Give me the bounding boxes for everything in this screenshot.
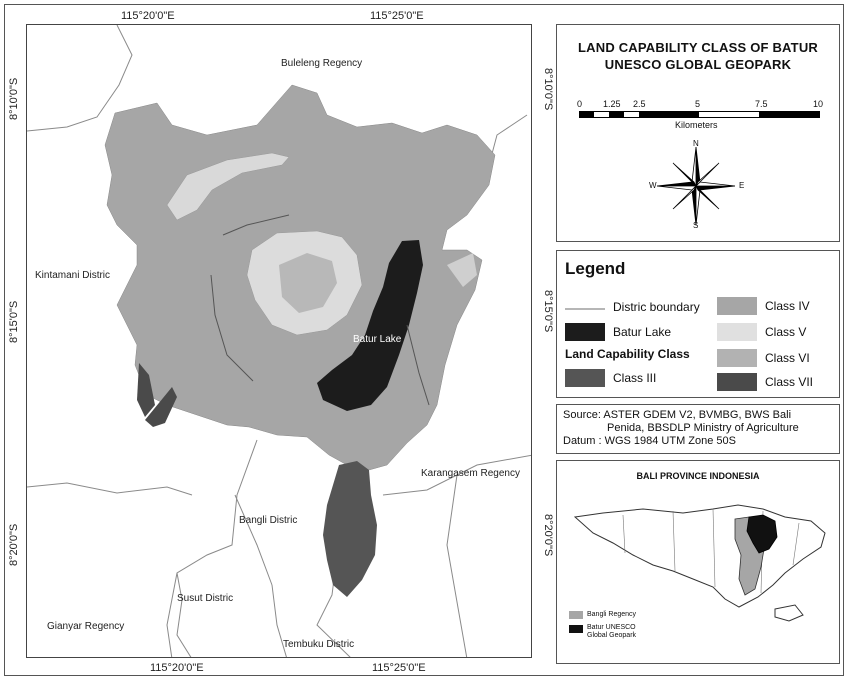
coord-left-upper: 8°10'0"S [8, 77, 20, 120]
class-iii-area [323, 461, 377, 597]
compass-rose-icon [656, 146, 736, 226]
crater-rim [406, 324, 430, 406]
inset-geopark-swatch [569, 625, 583, 633]
source-panel: Source: ASTER GDEM V2, BVMBG, BWS Bali P… [556, 404, 840, 454]
inset-legend-geopark-2: Global Geopark [587, 632, 637, 639]
label-susut: Susut Distric [177, 593, 234, 604]
inset-bangli-swatch [569, 611, 583, 619]
inset-title: BALI PROVINCE INDONESIA [636, 471, 760, 481]
legend-class5: Class V [765, 325, 807, 339]
geopark-shape [746, 514, 778, 554]
source-line-2: Penida, BBSDLP Ministry of Agriculture [607, 422, 799, 434]
lake-swatch [565, 323, 605, 341]
scale-tick-5: 10 [813, 99, 824, 109]
legend-boundary: Distric boundary [613, 300, 700, 314]
crater-rim [222, 214, 290, 236]
inset-panel[interactable]: BALI PROVINCE INDONESIA Bangli Regency B… [556, 460, 840, 664]
compass-e: E [739, 181, 745, 190]
class-vii-area [145, 387, 177, 427]
class6-swatch [717, 349, 757, 367]
boundary-line [446, 474, 468, 657]
boundary-swatch [565, 308, 605, 310]
inset-boundary [792, 522, 800, 566]
class-vi-area [279, 253, 337, 313]
scale-unit: Kilometers [675, 120, 718, 130]
boundary-line [27, 482, 193, 496]
coord-left-lower: 8°20'0"S [8, 523, 20, 566]
compass-w: W [649, 181, 657, 190]
class7-swatch [717, 373, 757, 391]
scale-tick-3: 5 [695, 99, 701, 109]
boundary-line [27, 25, 133, 132]
source-text: Source: ASTER GDEM V2, BVMBG, BWS Bali P… [563, 409, 799, 448]
coord-left-middle: 8°15'0"S [8, 300, 20, 343]
inset-legend-bangli: Bangli Regency [587, 611, 637, 618]
boundary-line [382, 454, 531, 496]
title-panel: LAND CAPABILITY CLASS OF BATUR UNESCO GL… [556, 24, 840, 242]
class-v-area [166, 152, 290, 221]
legend-class4: Class IV [765, 299, 810, 313]
batur-lake-shape [317, 240, 423, 411]
scale-bar-graphic [579, 111, 820, 118]
legend-panel: Legend Distric boundary Batur Lake Land … [556, 250, 840, 398]
coord-bottom-left: 115°20'0"E [150, 662, 204, 674]
label-bangli: Bangli Distric [239, 515, 298, 526]
scale-bar: 0 1.25 2.5 5 7.5 10 Kilometers [577, 99, 823, 139]
coord-right-lower: 8°20'0"S [542, 514, 554, 557]
legend-class7: Class VII [765, 375, 814, 389]
legend-heading: Legend [565, 259, 626, 278]
legend-lake: Batur Lake [613, 325, 672, 339]
nusa-penida-shape [774, 604, 804, 622]
boundary-line [166, 439, 258, 657]
scale-tick-4: 7.5 [755, 99, 768, 109]
class4-swatch [717, 297, 757, 315]
label-batur-lake: Batur Lake [353, 334, 402, 345]
legend-section: Land Capability Class [565, 347, 690, 361]
compass-n: N [693, 139, 699, 148]
label-kintamani: Kintamani Distric [35, 270, 111, 281]
inset-boundary [712, 508, 716, 588]
coord-right-middle: 8°15'0"S [542, 290, 554, 333]
label-tembuku: Tembuku Distric [283, 639, 355, 650]
label-buleleng: Buleleng Regency [281, 58, 363, 69]
inset-boundary [622, 514, 626, 554]
label-gianyar: Gianyar Regency [47, 621, 125, 632]
crater-rim [210, 274, 254, 382]
boundary-line [271, 584, 287, 657]
source-line-3: Datum : WGS 1984 UTM Zone 50S [563, 435, 737, 447]
boundary-line [234, 494, 273, 586]
bali-inset-map [573, 504, 826, 622]
class-vii-area [137, 363, 155, 417]
source-line-1: Source: ASTER GDEM V2, BVMBG, BWS Bali [563, 409, 792, 421]
scale-tick-2: 2.5 [633, 99, 646, 109]
map-title: LAND CAPABILITY CLASS OF BATUR UNESCO GL… [578, 40, 818, 72]
bali-island-shape [573, 504, 826, 608]
coord-right-upper: 8°10'0"S [542, 68, 554, 111]
class5-swatch [717, 323, 757, 341]
class-vi-area [447, 253, 477, 287]
boundary-line [176, 572, 192, 657]
coord-bottom-right: 115°25'0"E [372, 662, 426, 674]
class3-swatch [565, 369, 605, 387]
label-karangasem: Karangasem Regency [421, 468, 520, 479]
scale-tick-1: 1.25 [603, 99, 621, 109]
compass-s: S [693, 221, 699, 230]
scale-tick-0: 0 [577, 99, 583, 109]
legend-class6: Class VI [765, 351, 810, 365]
inset-boundary [672, 510, 676, 572]
inset-legend-geopark-1: Batur UNESCO [587, 624, 636, 631]
main-map[interactable]: Buleleng Regency Kintamani Distric Batur… [26, 24, 532, 658]
coord-top-left: 115°20'0"E [121, 10, 175, 22]
coord-top-right: 115°25'0"E [370, 10, 424, 22]
legend-class3: Class III [613, 371, 657, 385]
map-canvas [27, 25, 531, 657]
